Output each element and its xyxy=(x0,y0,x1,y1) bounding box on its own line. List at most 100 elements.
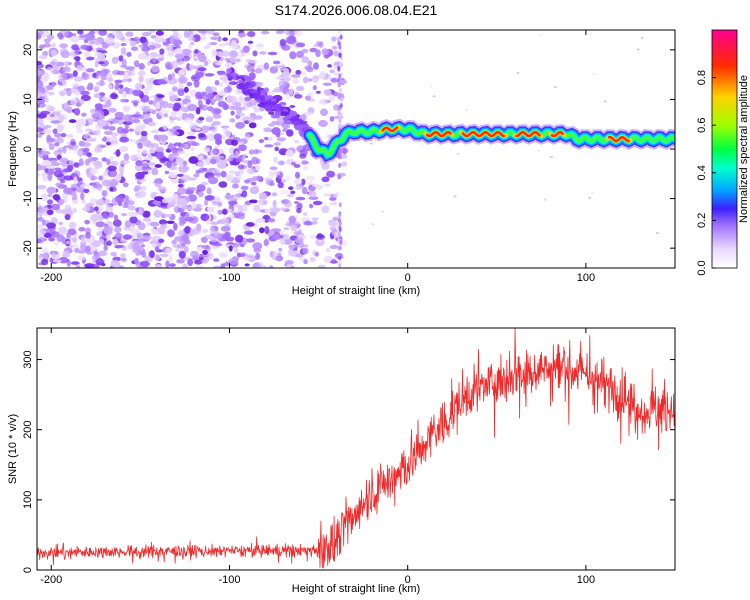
spectrogram-cell xyxy=(217,36,222,42)
spectrogram-cell xyxy=(250,181,257,186)
spectrogram-cell xyxy=(228,105,239,111)
spectrogram-cell xyxy=(98,175,103,181)
spectrogram-cell xyxy=(170,60,179,69)
spectrogram-cell xyxy=(256,176,263,182)
spectrogram-cell xyxy=(72,33,77,37)
spectrogram-cell xyxy=(94,206,99,212)
snr-x-tick-label: -100 xyxy=(218,574,240,586)
spectrogram-cell xyxy=(147,84,153,90)
spectrogram-cell xyxy=(592,73,596,75)
spectrogram-cell xyxy=(329,197,337,201)
spectrogram-cell xyxy=(51,42,57,48)
spectrogram-cell xyxy=(246,168,256,175)
spectrogram-cell xyxy=(110,178,119,187)
spectrogram-cell xyxy=(134,185,141,191)
spectrogram-cell xyxy=(296,202,303,210)
spectrogram-cell xyxy=(37,185,47,190)
spectrogram-cell xyxy=(329,260,339,264)
spectrogram-cell xyxy=(292,78,299,84)
spectrogram-cell xyxy=(53,242,60,246)
spectrogram-cell xyxy=(230,42,238,49)
spectrogram-cell xyxy=(120,47,127,55)
snr-x-ticks: -200 -100 0 100 xyxy=(40,328,595,586)
spectrogram-cell xyxy=(165,247,172,254)
spectrogram-cell xyxy=(197,161,205,168)
spectrogram-cell xyxy=(305,175,315,181)
spectrogram-cell xyxy=(249,89,258,94)
snr-x-tick-label: 100 xyxy=(577,574,595,586)
spectrogram-cell xyxy=(225,138,235,146)
spectrogram-cell xyxy=(338,30,342,35)
spectrogram-cell xyxy=(222,37,228,42)
spectrogram-cell xyxy=(119,136,129,143)
spectrogram-cell xyxy=(173,48,183,56)
spectrogram-cell xyxy=(75,264,81,268)
spectrogram-cell xyxy=(332,216,339,222)
spectrogram-cell xyxy=(47,167,55,176)
spectrogram-cell xyxy=(197,191,204,197)
spectrogram-cell xyxy=(142,149,148,155)
spectrogram-cell xyxy=(37,224,43,230)
snr-series xyxy=(37,328,675,569)
spectrogram-cell xyxy=(183,245,189,253)
spectrogram-cell xyxy=(116,126,124,134)
spectrogram-cell xyxy=(314,251,319,257)
spectrogram-cell xyxy=(300,178,306,186)
spectrogram-cell xyxy=(38,212,43,217)
spectrogram-cell xyxy=(432,95,436,98)
spectrogram-cell xyxy=(124,124,129,130)
spectrogram-cell xyxy=(48,91,55,96)
spectrogram-cell xyxy=(273,142,281,146)
spectrogram-cell xyxy=(268,111,275,115)
spectrogram-cell xyxy=(209,221,220,225)
spectrogram-cell xyxy=(135,171,145,180)
spectrogram-cell xyxy=(97,119,107,128)
spectrogram-cell xyxy=(49,61,56,66)
spectrogram-cell xyxy=(516,72,520,74)
spectrogram-cell xyxy=(274,146,279,152)
spectrogram-cell xyxy=(290,190,296,194)
spectrogram-cell xyxy=(207,206,215,211)
spectrogram-cell xyxy=(258,139,265,143)
spectrogram-cell xyxy=(213,258,220,262)
spectrogram-cell xyxy=(293,120,301,124)
spectrogram-cell xyxy=(106,240,112,246)
spectrogram-cell xyxy=(238,79,244,84)
spectrogram-cell xyxy=(244,76,253,81)
spectrogram-cell xyxy=(209,159,215,164)
spectrogram-cell xyxy=(96,144,101,152)
spectrogram-cell xyxy=(167,74,173,81)
spectrogram-cell xyxy=(107,107,117,113)
spectrogram-cell xyxy=(45,165,56,169)
spectrogram-cell xyxy=(282,128,288,133)
spectrogram-cell xyxy=(315,90,321,94)
spectrogram-ridge-core xyxy=(381,126,399,133)
spectrogram-cell xyxy=(124,195,129,202)
spectrogram-cell xyxy=(278,247,283,252)
spectrogram-cell xyxy=(154,35,165,42)
spectrogram-cell xyxy=(264,136,269,141)
spectrogram-cell xyxy=(197,30,208,34)
spectrogram-cell xyxy=(249,186,259,195)
spectrogram-cell xyxy=(136,149,141,153)
spectrogram-cell xyxy=(195,169,201,174)
spectrogram-cell xyxy=(182,48,192,55)
spectrogram-cell xyxy=(204,73,215,77)
spectrogram-cell xyxy=(303,212,308,217)
colorbar-tick-label: 0.6 xyxy=(696,118,708,133)
spectrogram-cell xyxy=(149,221,160,227)
spectrogram-cell xyxy=(196,223,202,232)
spectrogram-x-label: Height of straight line (km) xyxy=(292,285,420,297)
spectrogram-cell xyxy=(37,133,43,138)
spectrogram-cell xyxy=(104,37,115,44)
spectrogram-cell xyxy=(188,156,199,164)
spectrogram-cell xyxy=(220,263,226,268)
spectrogram-cell xyxy=(93,93,102,98)
spectrogram-cell xyxy=(279,235,284,239)
spectrogram-cell xyxy=(46,134,52,142)
spectrogram-cell xyxy=(132,89,143,97)
spectrogram-cell xyxy=(302,247,309,255)
spectrogram-cell xyxy=(155,30,164,36)
spectrogram-cell xyxy=(85,32,95,41)
spectrogram-cell xyxy=(291,74,301,78)
